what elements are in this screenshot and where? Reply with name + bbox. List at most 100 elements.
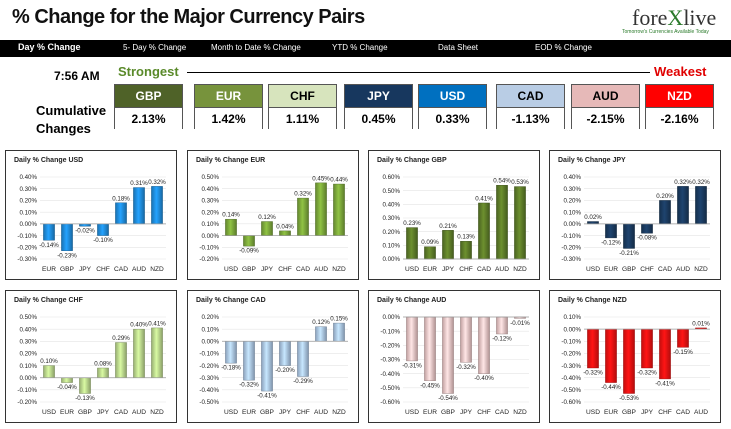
y-tick-label: -0.20% [17,244,37,251]
bar [424,246,436,260]
strongest-label: Strongest [118,64,179,79]
bar [333,322,345,342]
bar [315,182,327,236]
bar [406,316,418,362]
data-label: -0.02% [75,228,95,235]
x-tick-label: CAD [658,266,672,273]
y-tick-label: 0.00% [19,375,37,382]
data-label: -0.12% [601,239,621,246]
y-tick-label: 0.30% [382,215,400,222]
data-label: -0.53% [619,395,639,402]
x-tick-label: USD [586,266,600,273]
y-tick-label: -0.50% [380,385,400,392]
y-tick-label: 0.20% [563,198,581,205]
x-tick-label: JPY [279,409,292,416]
data-label: -0.18% [221,365,241,372]
x-tick-label: AUD [314,266,328,273]
nav-5day-change[interactable]: 5- Day % Change [123,43,187,52]
y-tick-label: -0.20% [199,363,219,370]
currency-box-aud: AUD -2.15% [571,84,640,130]
data-label: -0.04% [57,384,77,391]
y-tick-label: 0.60% [382,174,400,181]
y-tick-label: 0.40% [563,174,581,181]
data-label: -0.44% [601,384,621,391]
bar [605,223,617,239]
bar [478,202,490,260]
nav-ytd-change[interactable]: YTD % Change [332,43,388,52]
x-tick-label: GBP [441,409,456,416]
x-tick-label: AUD [694,409,708,416]
y-tick-label: -0.60% [561,399,581,406]
bar [61,377,73,383]
y-tick-label: 0.10% [382,243,400,250]
y-tick-label: 0.20% [19,351,37,358]
bar [496,316,508,335]
y-tick-label: 0.40% [19,174,37,181]
bar [261,221,273,236]
y-tick-label: 0.00% [382,314,400,321]
data-label: -0.31% [402,362,422,369]
x-tick-label: JPY [641,409,654,416]
chart-panel-1: Daily % Change USD 0.40% 0.30% 0.20% 0.10% 0.… [5,150,177,280]
y-tick-label: 0.00% [382,256,400,263]
y-tick-label: 0.10% [19,209,37,216]
currency-value: 1.42% [195,108,262,130]
chart-title: Daily % Change EUR [196,157,266,164]
x-tick-label: CAD [477,266,491,273]
x-tick-label: GBP [78,409,93,416]
bar [115,342,127,378]
x-tick-label: CHF [96,266,110,273]
bar [79,377,91,394]
y-tick-label: -0.50% [561,387,581,394]
nav-month-to-date[interactable]: Month to Date % Change [211,43,301,52]
currency-name: EUR [195,85,262,108]
y-tick-label: 0.00% [201,338,219,345]
nav-day-change[interactable]: Day % Change [18,42,81,52]
bar [641,328,653,369]
nav-eod-change[interactable]: EOD % Change [535,43,592,52]
x-tick-label: EUR [60,409,74,416]
data-label: 0.54% [493,178,511,185]
y-tick-label: 0.40% [382,202,400,209]
data-label: 0.53% [511,179,529,186]
data-label: 0.04% [276,223,294,230]
data-label: 0.29% [112,335,130,342]
chart-panel-6: Daily % Change CAD 0.20% 0.10% 0.00% -0.10% -… [187,290,359,423]
bar [79,223,91,227]
y-tick-label: 0.00% [19,221,37,228]
x-tick-label: NZD [513,409,527,416]
data-label: 0.40% [130,322,148,329]
x-tick-label: CHF [640,266,654,273]
y-tick-label: 0.50% [201,174,219,181]
x-tick-label: NZD [150,409,164,416]
data-label: -0.01% [510,320,530,327]
y-tick-label: 0.00% [201,233,219,240]
y-tick-label: 0.30% [19,338,37,345]
data-label: 0.41% [475,195,493,202]
nav-data-sheet[interactable]: Data Sheet [438,43,479,52]
currency-value: 0.45% [345,108,412,130]
data-label: -0.08% [637,235,657,242]
currency-value: 0.33% [419,108,486,130]
y-tick-label: 0.20% [201,314,219,321]
bar-chart: 0.50% 0.40% 0.30% 0.20% 0.10% 0.00% -0.10% -0.2… [199,174,348,273]
chart-title: Daily % Change JPY [558,157,626,164]
data-label: 0.02% [584,214,602,221]
y-tick-label: 0.20% [19,198,37,205]
data-label: 0.41% [148,320,166,327]
chart-panel-7: Daily % Change AUD 0.00% -0.10% -0.20% -0.30… [368,290,540,423]
x-tick-label: EUR [42,266,56,273]
data-label: 0.01% [692,320,710,327]
y-tick-label: -0.10% [380,328,400,335]
forexlive-logo: foreXlive Tomorrow's Currencies Availabl… [610,5,722,37]
data-label: 0.32% [294,191,312,198]
data-label: -0.32% [637,370,657,377]
currency-box-jpy: JPY 0.45% [344,84,413,130]
x-tick-label: NZD [150,266,164,273]
data-label: -0.54% [438,395,458,402]
currency-box-chf: CHF 1.11% [268,84,337,130]
y-tick-label: -0.10% [561,338,581,345]
chart-title: Daily % Change GBP [377,157,447,164]
currency-box-nzd: NZD -2.16% [645,84,714,130]
currency-name: JPY [345,85,412,108]
